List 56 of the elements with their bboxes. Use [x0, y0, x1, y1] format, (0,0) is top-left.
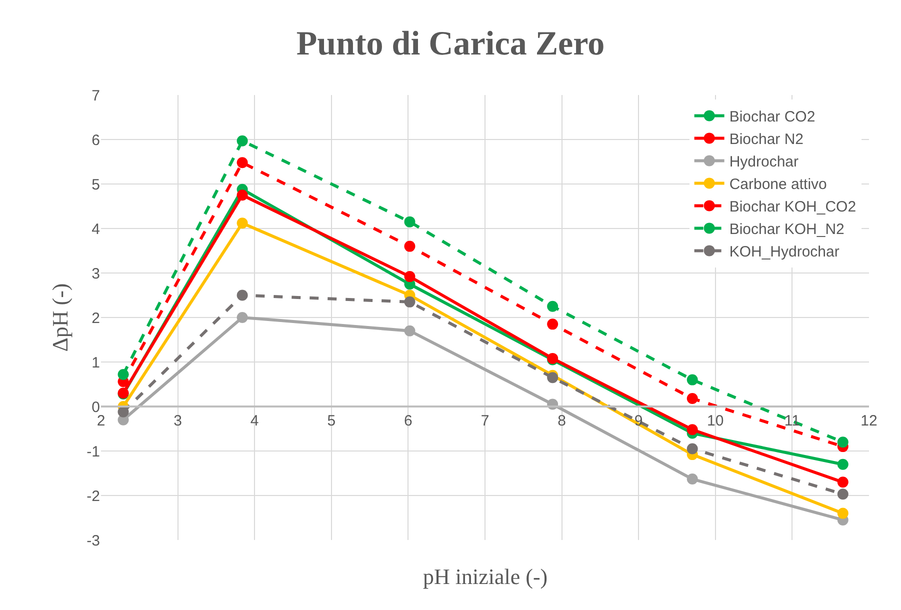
point: [236, 157, 248, 168]
legend-label: Biochar KOH_N2: [729, 221, 844, 238]
point: [236, 218, 248, 229]
point: [837, 508, 848, 519]
x-tick-label: 3: [174, 412, 182, 430]
point: [686, 424, 698, 436]
point: [404, 325, 416, 336]
point: [404, 296, 416, 308]
x-tick-label: 11: [784, 412, 800, 430]
x-tick-label: 5: [327, 412, 336, 430]
x-tick-label: 12: [860, 412, 878, 430]
legend-label: Biochar CO2: [729, 108, 816, 126]
legend-label: Biochar N2: [729, 131, 804, 148]
y-tick-label: -2: [86, 488, 100, 505]
point: [404, 240, 416, 252]
point: [686, 474, 698, 485]
point: [686, 374, 698, 386]
legend-label: Carbone attivo: [729, 176, 827, 194]
y-tick-label: 6: [92, 132, 100, 149]
point: [547, 318, 558, 330]
x-tick-label: 4: [250, 412, 259, 430]
y-axis-title: ΔpH (-): [47, 283, 72, 352]
y-tick-label: 5: [92, 176, 100, 194]
x-tick-label: 10: [707, 412, 724, 430]
y-tick-label: 3: [92, 265, 100, 282]
x-tick-label: 7: [480, 412, 490, 430]
point: [686, 443, 698, 454]
x-axis-title: pH iniziale (-): [423, 564, 548, 589]
y-tick-label: 2: [92, 310, 100, 327]
point: [404, 216, 416, 228]
point: [236, 312, 248, 323]
chart-title: Punto di Carica Zero: [296, 26, 605, 63]
point: [118, 368, 129, 380]
y-tick-label: 7: [92, 87, 100, 104]
x-tick-label: 8: [558, 412, 566, 430]
point: [236, 290, 248, 301]
point: [686, 392, 698, 404]
y-tick-label: 1: [92, 354, 100, 372]
x-tick-label: 6: [404, 412, 412, 430]
y-tick-label: 4: [92, 220, 100, 238]
point: [837, 436, 848, 448]
point: [236, 135, 248, 146]
y-tick-label: -1: [86, 443, 100, 460]
point: [837, 476, 848, 488]
legend-label: KOH_Hydrochar: [729, 244, 840, 261]
y-tick-label: -3: [86, 532, 100, 550]
point: [547, 300, 558, 312]
legend-label: Hydrochar: [729, 154, 799, 171]
point: [837, 488, 848, 500]
y-tick-label: 0: [92, 398, 100, 416]
point: [404, 271, 416, 282]
point: [837, 458, 848, 470]
point: [547, 372, 558, 384]
point: [236, 190, 248, 201]
point: [118, 406, 129, 418]
legend-label: Biochar KOH_CO2: [729, 198, 856, 216]
